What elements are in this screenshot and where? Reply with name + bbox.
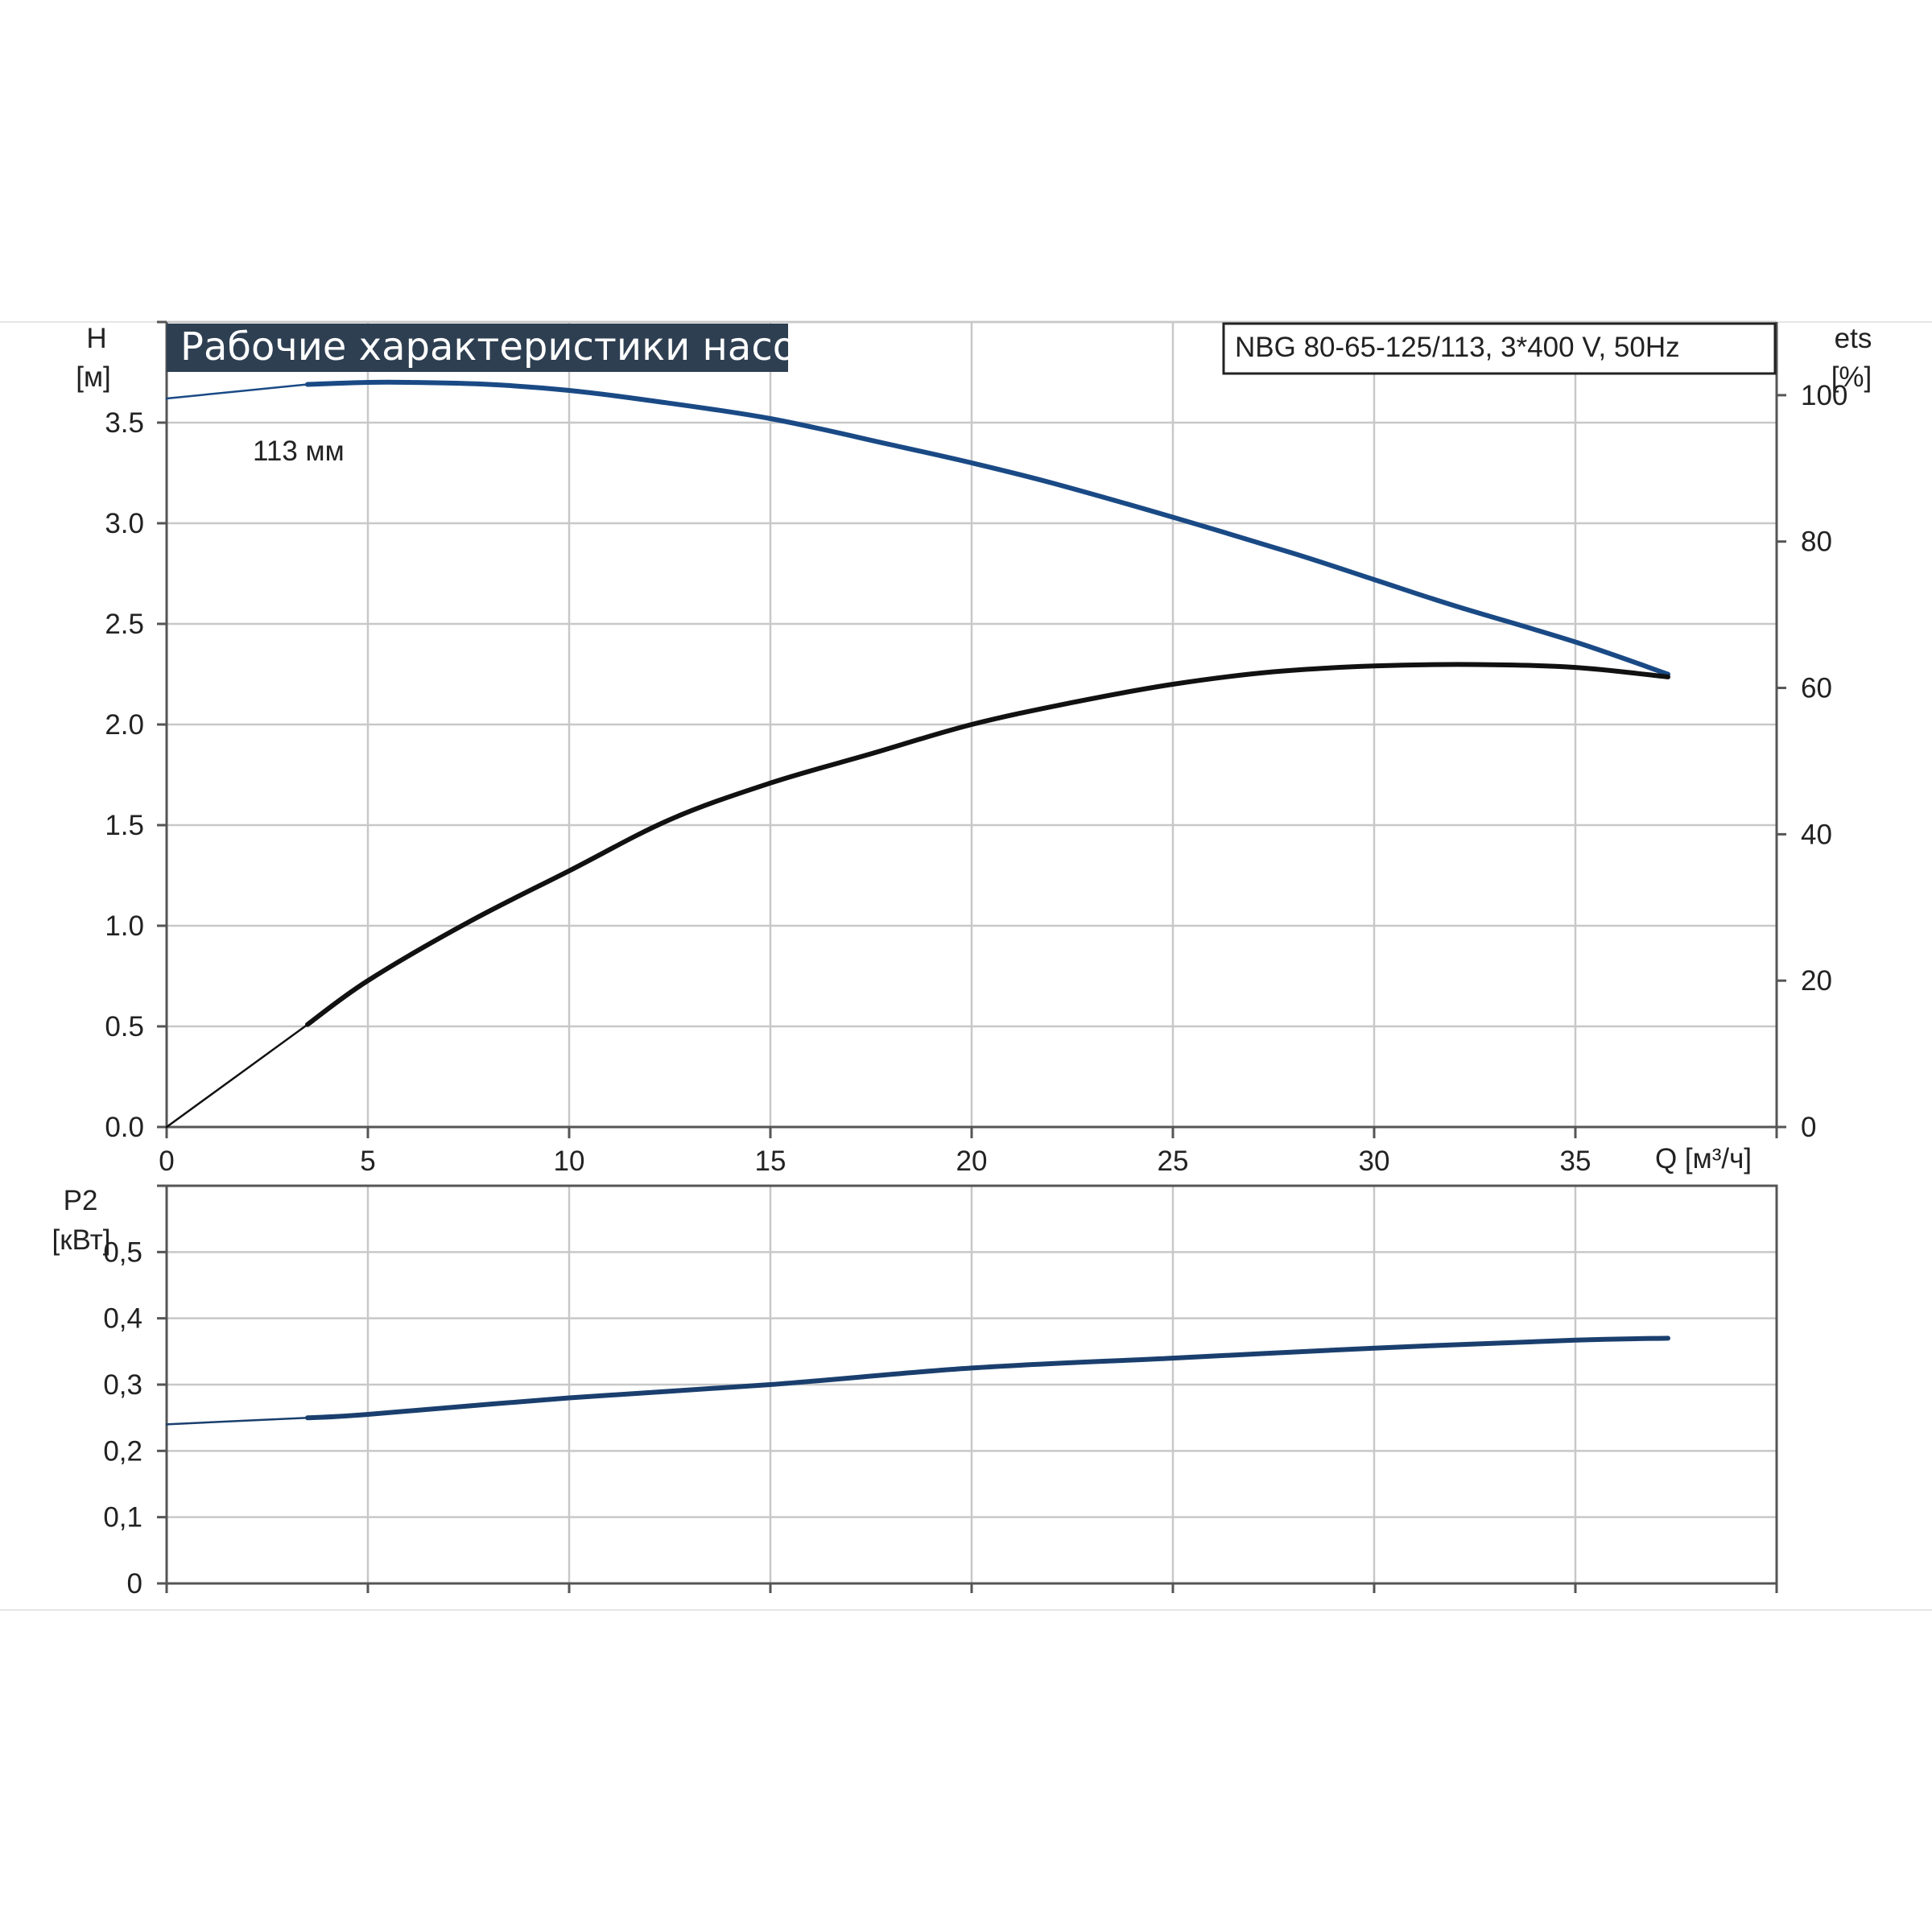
axes [157, 320, 1786, 1593]
y-left-tick-label: 3.5 [105, 407, 144, 439]
x-axis-label: Q [м³/ч] [1655, 1143, 1752, 1174]
y-right-tick-label: 60 [1801, 673, 1832, 704]
y-right-tick-label: 0 [1801, 1112, 1816, 1143]
x-tick-label: 5 [360, 1146, 375, 1177]
power-y-tick-label: 0,4 [103, 1303, 142, 1335]
y-left-tick-label: 0.0 [105, 1112, 144, 1143]
y-left-tick-label: 2.0 [105, 709, 144, 741]
y-right-tick-label: 20 [1801, 965, 1832, 997]
y-left-tick-label: 1.0 [105, 910, 144, 942]
chart-title: Рабочие характеристики насоса [180, 324, 841, 369]
y-left-tick-label: 3.0 [105, 508, 144, 539]
head-curve [305, 379, 1670, 677]
x-tick-label: 30 [1359, 1146, 1390, 1177]
power-y-tick-label: 0,3 [103, 1369, 142, 1401]
power-curve-thin [165, 1416, 309, 1426]
efficiency-curve [305, 662, 1670, 1027]
power-y-tick-label: 0,1 [103, 1502, 142, 1534]
y-right-label-symbol: ets [1835, 323, 1872, 354]
y-right-tick-label: 80 [1801, 526, 1832, 558]
y-left-tick-label: 0.5 [105, 1011, 144, 1042]
model-label: NBG 80-65-125/113, 3*400 V, 50Hz [1235, 332, 1680, 363]
y-left-label-unit: [м] [76, 361, 111, 393]
head-curve-thin [165, 383, 309, 400]
power-y-label-symbol: P2 [64, 1185, 98, 1216]
model-box [1222, 322, 1777, 375]
y-right-label-unit: [%] [1831, 361, 1872, 393]
power-curve [305, 1335, 1670, 1421]
curve-annotation: 113 мм [253, 436, 345, 467]
power-y-tick-label: 0,2 [103, 1435, 142, 1467]
y-left-label-symbol: H [86, 323, 106, 354]
power-y-label-unit: [кВт] [52, 1224, 111, 1256]
title-banner [167, 324, 788, 372]
y-left-tick-label: 2.5 [105, 609, 144, 640]
power-y-tick-label: 0 [127, 1568, 142, 1600]
y-right-tick-label: 100 [1801, 380, 1847, 411]
y-right-tick-label: 40 [1801, 819, 1832, 850]
x-tick-label: 25 [1158, 1146, 1189, 1177]
x-tick-label: 0 [159, 1146, 174, 1177]
efficiency-curve-thin [165, 1023, 309, 1129]
y-left-tick-label: 1.5 [105, 810, 144, 841]
x-tick-label: 20 [956, 1146, 988, 1177]
x-tick-label: 35 [1560, 1146, 1591, 1177]
x-tick-label: 10 [554, 1146, 585, 1177]
curves [165, 379, 1670, 1426]
x-tick-label: 15 [755, 1146, 786, 1177]
grid-lines [167, 320, 1778, 1583]
power-y-tick-label: 0,5 [103, 1236, 142, 1268]
